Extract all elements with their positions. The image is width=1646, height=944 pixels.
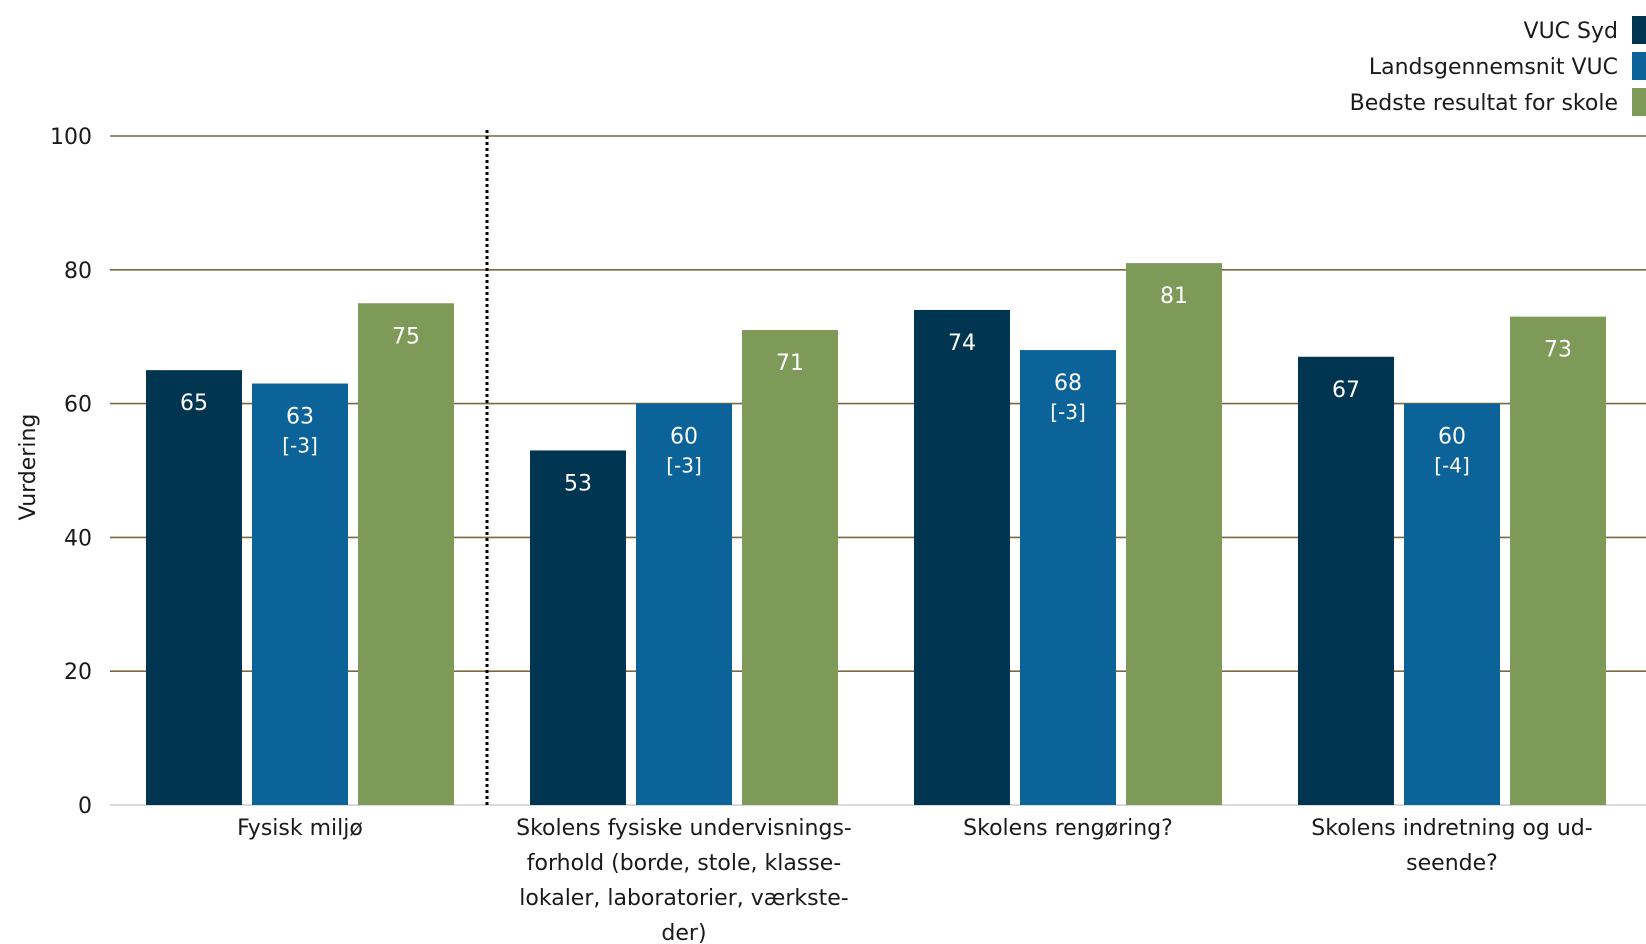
y-tick-label: 100 [50, 125, 92, 150]
difference-label: [-4] [1434, 454, 1470, 478]
legend-label: Landsgennemsnit VUC [1369, 55, 1618, 80]
x-tick-label: lokaler, laboratorier, værkste- [519, 886, 848, 911]
data-labels: 65 63 [-3] 75 53 60 [-3] 71 74 68 [-3] 81 67 60 [-4] 73 [180, 284, 1572, 496]
data-label: 60 [670, 425, 698, 450]
y-tick-label: 20 [64, 660, 92, 685]
x-tick-label: Skolens indretning og ud- [1311, 816, 1592, 841]
y-tick-label: 80 [64, 259, 92, 284]
bar [1404, 403, 1500, 805]
bar [1510, 316, 1606, 805]
bar [1020, 350, 1116, 805]
data-label: 60 [1438, 425, 1466, 450]
legend-swatch [1632, 88, 1646, 116]
x-tick-label: Fysisk miljø [237, 816, 363, 841]
data-label: 71 [776, 351, 804, 376]
legend: VUC Syd Landsgennemsnit VUC Bedste resulta… [1350, 16, 1646, 116]
bar [1298, 356, 1394, 805]
legend-label: VUC Syd [1524, 19, 1618, 44]
x-tick-label: Skolens fysiske undervisnings- [516, 816, 852, 841]
data-label: 65 [180, 391, 208, 416]
bar [358, 303, 454, 805]
data-label: 63 [286, 405, 314, 430]
data-label: 53 [564, 471, 592, 496]
x-tick-label: forhold (borde, stole, klasse- [527, 851, 841, 876]
bars [146, 263, 1606, 805]
x-tick-label: seende? [1406, 851, 1498, 876]
bar [742, 330, 838, 805]
y-tick-label: 0 [78, 794, 92, 819]
bar [252, 383, 348, 805]
data-label: 81 [1160, 284, 1188, 309]
data-label: 74 [948, 331, 976, 356]
difference-label: [-3] [666, 454, 702, 478]
y-axis: 0 20 40 60 80 100 [50, 125, 92, 819]
legend-label: Bedste resultat for skole [1350, 91, 1618, 116]
legend-swatch [1632, 52, 1646, 80]
x-axis-category-labels: Fysisk miljø Skolens fysiske undervisning… [237, 816, 1593, 944]
bar [530, 450, 626, 805]
y-tick-label: 60 [64, 393, 92, 418]
difference-label: [-3] [282, 434, 318, 458]
x-tick-label: Skolens rengøring? [963, 816, 1173, 841]
data-label: 67 [1332, 378, 1360, 403]
legend-swatch [1632, 16, 1646, 44]
data-label: 75 [392, 324, 420, 349]
bar [146, 370, 242, 805]
bar [1126, 263, 1222, 805]
y-axis-title: Vurdering [16, 414, 41, 521]
y-tick-label: 40 [64, 526, 92, 551]
difference-label: [-3] [1050, 400, 1086, 424]
x-tick-label: der) [661, 921, 706, 944]
bar [914, 309, 1010, 805]
bar [636, 403, 732, 805]
data-label: 73 [1544, 338, 1572, 363]
data-label: 68 [1054, 371, 1082, 396]
